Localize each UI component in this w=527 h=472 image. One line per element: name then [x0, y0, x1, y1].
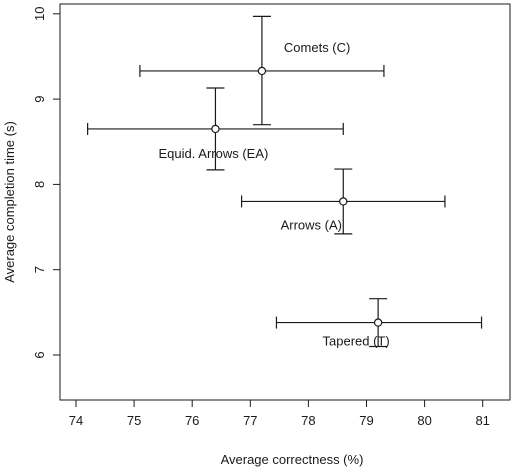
data-point-group: Equid. Arrows (EA)	[87, 87, 344, 171]
y-tick-label: 10	[32, 7, 47, 21]
data-point-marker	[339, 197, 348, 206]
x-tick-label: 80	[417, 413, 431, 428]
x-tick-label: 78	[301, 413, 315, 428]
data-point-marker	[257, 66, 267, 76]
y-tick-label: 9	[32, 95, 47, 102]
data-point-label: Arrows (A)	[281, 217, 342, 232]
data-point-group: Tapered (T)	[275, 298, 483, 349]
data-point-group: Arrows (A)	[240, 168, 446, 235]
data-point-group: Comets (C)	[139, 15, 385, 126]
data-point-marker	[211, 124, 220, 134]
y-axis-title: Average completion time (s)	[2, 121, 17, 283]
x-tick-label: 81	[475, 413, 489, 428]
data-marks: Comets (C) Equid. Arrows (EA) Arrows (A) Ta…	[87, 15, 483, 349]
data-point-label: Comets (C)	[284, 40, 350, 55]
x-tick-label: 77	[243, 413, 257, 428]
data-point-marker	[373, 318, 383, 327]
data-point-label: Tapered (T)	[323, 334, 390, 349]
y-tick-label: 8	[32, 181, 47, 188]
data-point-label: Equid. Arrows (EA)	[159, 146, 269, 161]
plot-frame	[59, 3, 511, 401]
x-tick-label: 76	[185, 413, 199, 428]
y-tick-label: 7	[32, 266, 47, 273]
x-axis: 74 75 76 77 78 79 80 81	[69, 400, 490, 428]
y-tick-label: 6	[32, 351, 47, 358]
x-tick-label: 79	[359, 413, 373, 428]
x-axis-title: Average correctness (%)	[221, 452, 364, 467]
y-axis: 6 7 8 9 10	[32, 7, 60, 359]
x-tick-label: 74	[69, 413, 83, 428]
x-tick-label: 75	[127, 413, 141, 428]
